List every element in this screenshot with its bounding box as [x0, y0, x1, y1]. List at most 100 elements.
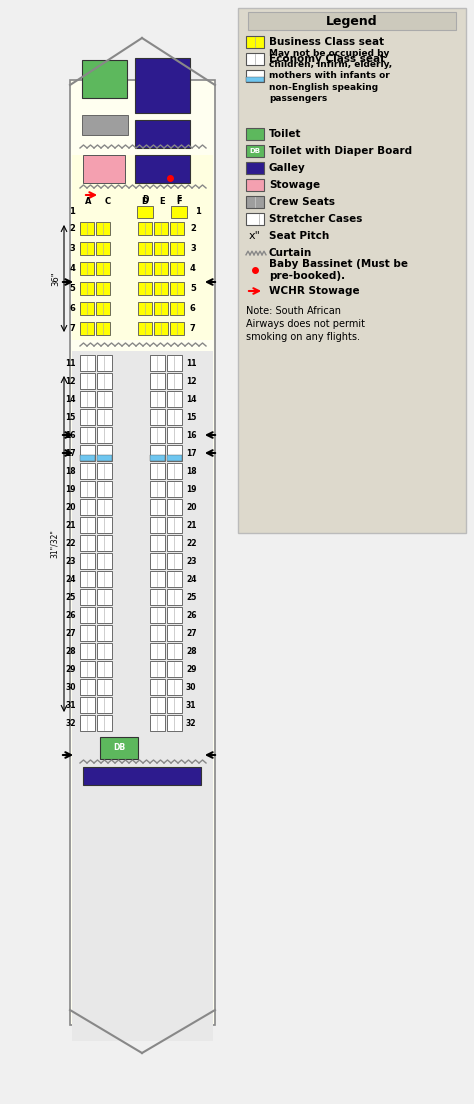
Bar — [72, 351, 213, 1041]
Text: 27: 27 — [65, 628, 76, 637]
Bar — [150, 607, 165, 623]
Bar — [150, 679, 165, 696]
Text: 6: 6 — [190, 304, 196, 314]
Text: DB: DB — [113, 743, 125, 753]
Bar — [154, 222, 168, 235]
Text: 7: 7 — [190, 323, 196, 333]
Bar — [97, 625, 112, 641]
Bar — [82, 60, 127, 98]
Bar — [96, 222, 110, 235]
Text: 32: 32 — [65, 719, 76, 728]
Bar — [150, 571, 165, 587]
Bar — [97, 445, 112, 461]
Bar — [80, 355, 95, 371]
Bar — [138, 242, 152, 255]
Bar — [97, 643, 112, 659]
Text: 29: 29 — [65, 665, 76, 673]
Bar — [97, 715, 112, 731]
Bar — [167, 455, 182, 461]
Text: 26: 26 — [186, 611, 197, 619]
Bar — [80, 517, 95, 533]
Bar — [167, 697, 182, 713]
Text: Legend: Legend — [326, 14, 378, 28]
Text: Curtain: Curtain — [269, 248, 312, 258]
Text: 5: 5 — [69, 284, 75, 293]
Bar — [138, 222, 152, 235]
Text: 27: 27 — [186, 628, 197, 637]
Bar — [154, 302, 168, 315]
Bar — [150, 391, 165, 407]
Text: 14: 14 — [186, 394, 197, 403]
Bar — [167, 607, 182, 623]
Bar — [80, 391, 95, 407]
Text: 19: 19 — [65, 485, 76, 493]
Bar — [80, 571, 95, 587]
Text: Business Class seat: Business Class seat — [269, 38, 384, 47]
Text: 18: 18 — [65, 467, 76, 476]
Bar — [137, 206, 153, 217]
Text: 2: 2 — [69, 224, 75, 233]
Bar — [150, 355, 165, 371]
Text: 1: 1 — [195, 208, 201, 216]
Bar — [246, 53, 264, 65]
Text: Note: South African
Airways does not permit
smoking on any flights.: Note: South African Airways does not per… — [246, 306, 365, 342]
Bar — [138, 322, 152, 335]
Bar — [167, 391, 182, 407]
Bar — [150, 661, 165, 677]
Bar — [154, 282, 168, 295]
Bar — [83, 155, 125, 183]
Bar — [246, 145, 264, 157]
Text: 30: 30 — [65, 682, 76, 691]
Bar — [150, 427, 165, 443]
Bar — [154, 262, 168, 275]
Bar — [96, 282, 110, 295]
Bar — [80, 553, 95, 569]
Text: Stowage: Stowage — [269, 180, 320, 190]
Bar — [138, 262, 152, 275]
Bar — [80, 643, 95, 659]
Bar — [167, 661, 182, 677]
Bar — [80, 322, 94, 335]
Bar — [150, 445, 165, 461]
Bar — [167, 590, 182, 605]
Bar — [97, 373, 112, 389]
Text: 14: 14 — [65, 394, 76, 403]
Text: E: E — [159, 198, 165, 206]
Text: 28: 28 — [65, 647, 76, 656]
Bar — [96, 302, 110, 315]
Bar — [82, 115, 128, 135]
Text: 31: 31 — [186, 701, 197, 710]
Bar — [246, 197, 264, 208]
Text: x": x" — [249, 231, 261, 241]
Bar — [150, 535, 165, 551]
Bar — [167, 643, 182, 659]
Text: C: C — [105, 198, 111, 206]
Bar — [80, 408, 95, 425]
Text: DB: DB — [249, 148, 260, 153]
Text: 36": 36" — [51, 272, 60, 286]
Bar — [138, 302, 152, 315]
Bar — [167, 625, 182, 641]
Text: 16: 16 — [65, 431, 76, 439]
Bar — [170, 322, 184, 335]
Bar — [167, 517, 182, 533]
Text: 4: 4 — [69, 264, 75, 273]
Text: Economy Class seat: Economy Class seat — [269, 54, 385, 64]
Text: May not be occupied by
children, infirm, elderly,
mothers with infants or
non-En: May not be occupied by children, infirm,… — [269, 50, 392, 103]
Bar — [246, 77, 264, 82]
Bar — [167, 679, 182, 696]
Bar — [150, 590, 165, 605]
Text: 30: 30 — [186, 682, 197, 691]
Text: 22: 22 — [186, 539, 197, 548]
Bar — [97, 553, 112, 569]
Bar — [170, 262, 184, 275]
Bar — [97, 481, 112, 497]
Text: Baby Bassinet (Must be
pre-booked).: Baby Bassinet (Must be pre-booked). — [269, 258, 408, 282]
Bar — [167, 463, 182, 479]
Text: Toilet: Toilet — [269, 129, 301, 139]
Text: D: D — [142, 195, 148, 204]
Bar — [97, 463, 112, 479]
Bar — [135, 120, 190, 148]
Bar — [150, 373, 165, 389]
Bar — [246, 128, 264, 140]
